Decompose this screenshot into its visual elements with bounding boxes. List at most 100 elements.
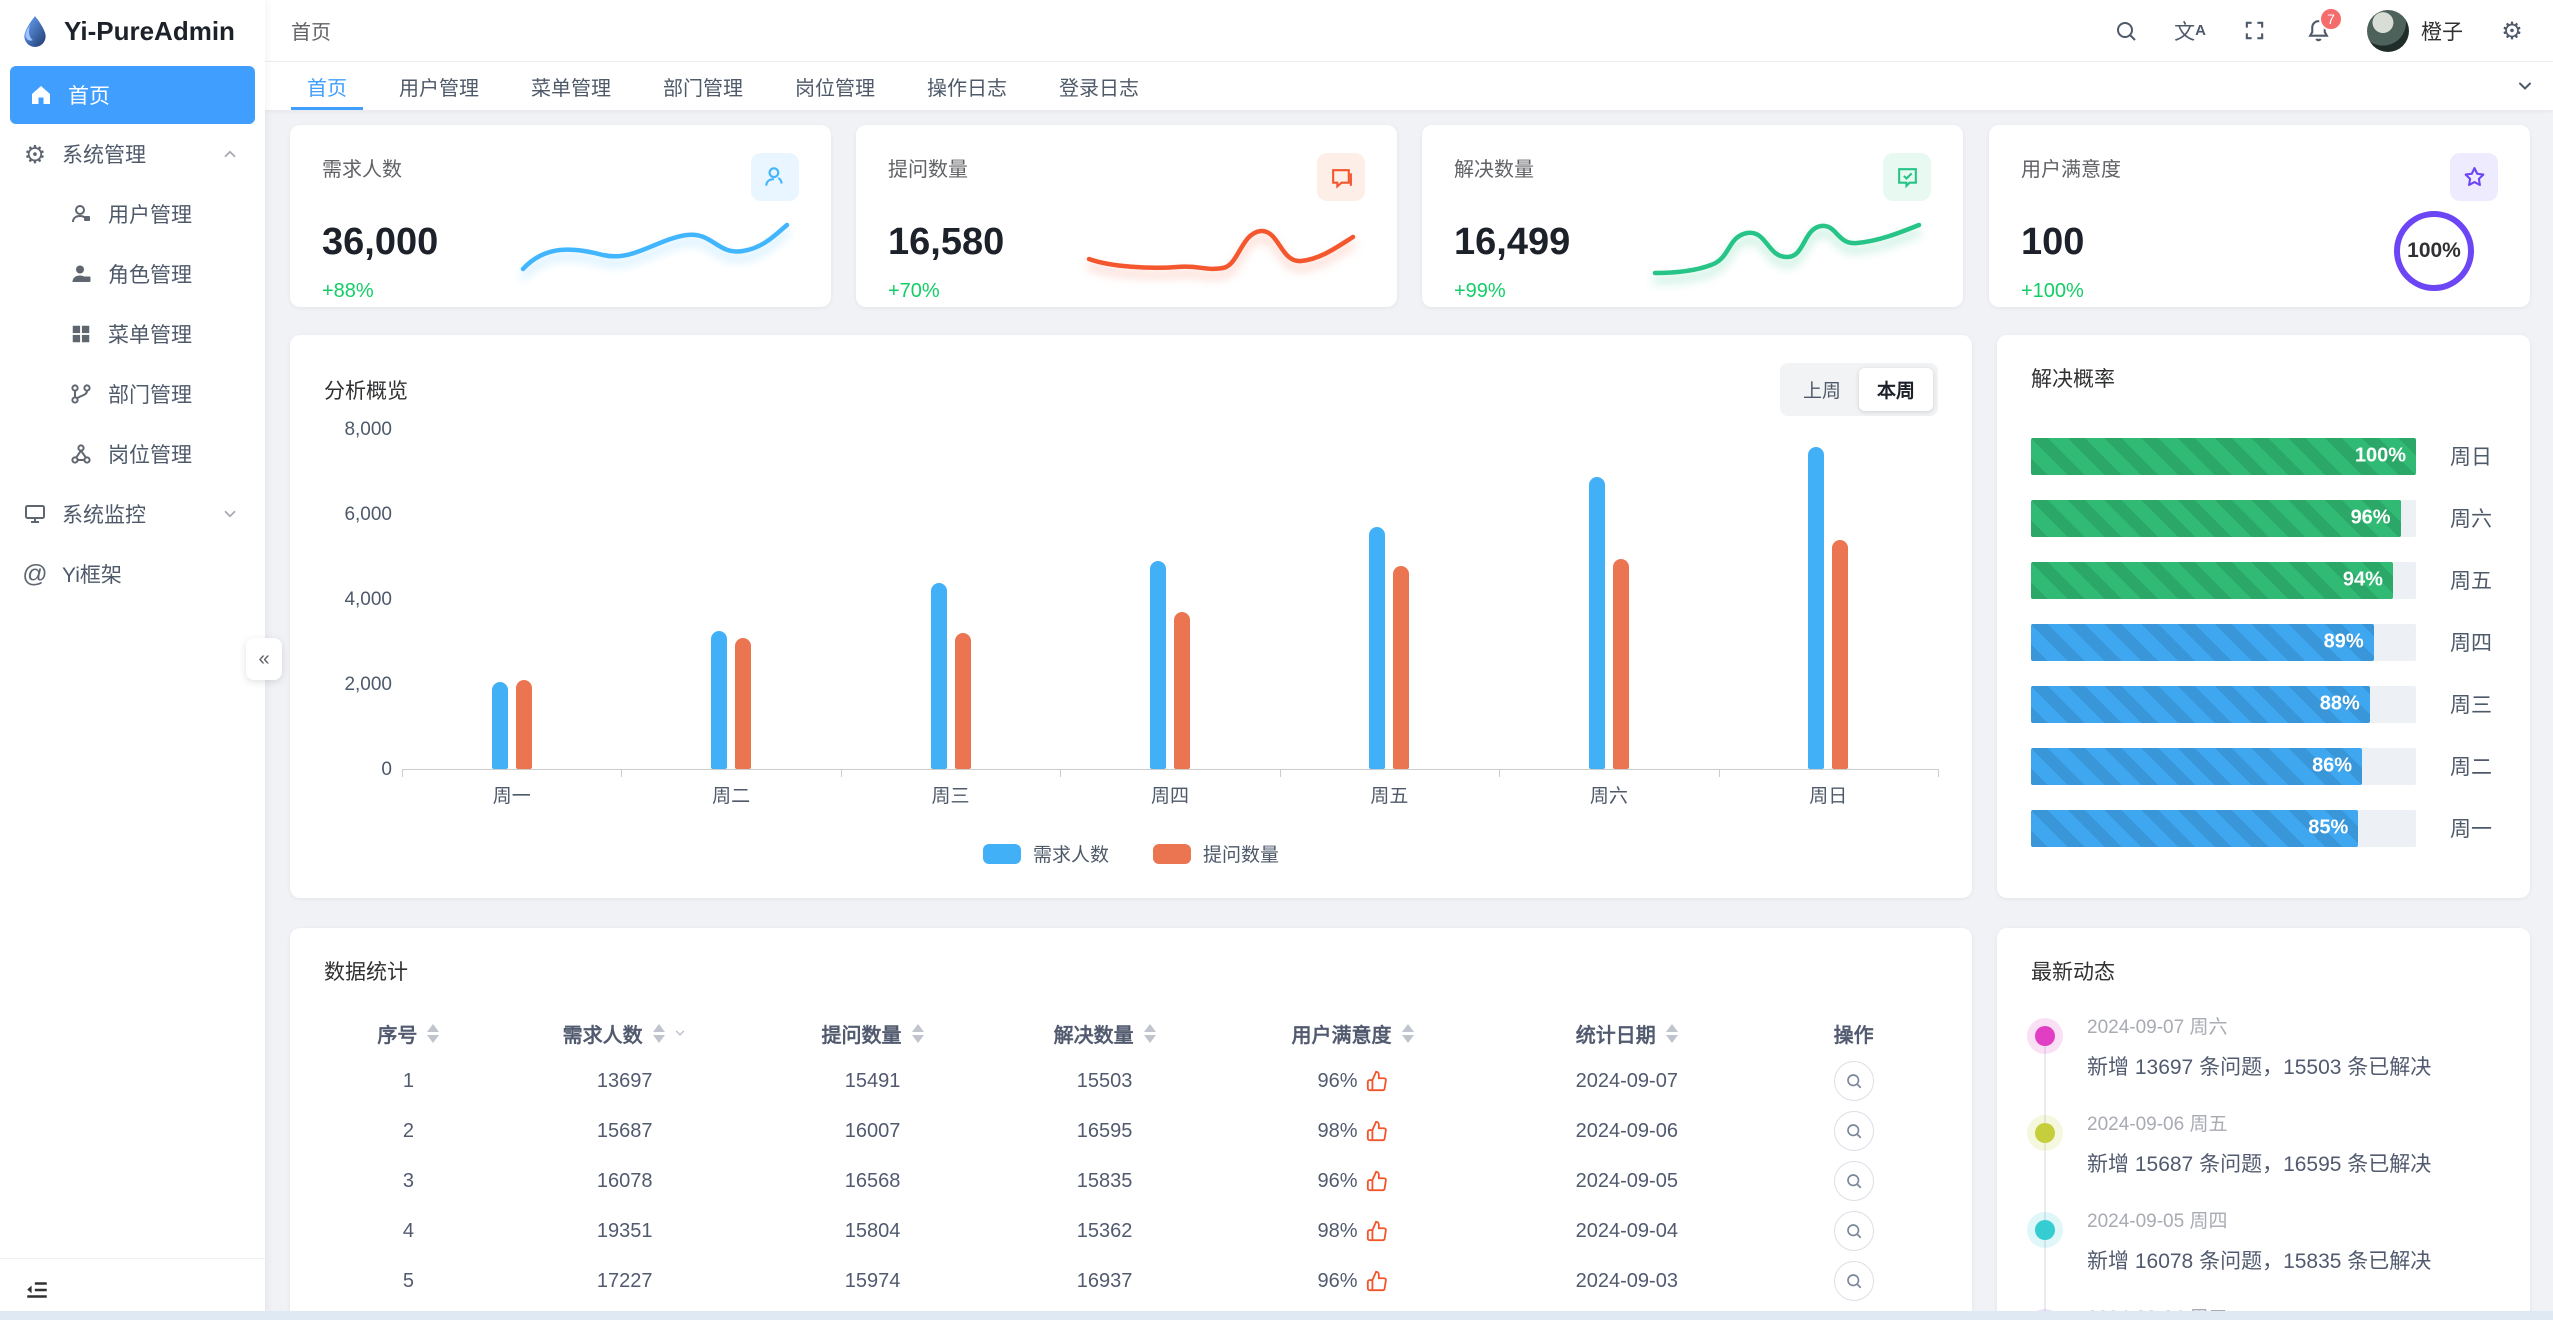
grid-icon [68, 321, 94, 347]
sidebar-collapse-button[interactable]: « [246, 638, 282, 680]
cell-demand: 16078 [596, 1169, 653, 1192]
branch-icon [68, 381, 94, 407]
avatar [2367, 9, 2409, 52]
view-detail-button[interactable] [1833, 1111, 1874, 1151]
stat-card-questions: 提问数量 16,580 +70% [856, 125, 1397, 307]
fullscreen-icon[interactable] [2239, 16, 2269, 46]
tab-岗位管理[interactable]: 岗位管理 [795, 77, 875, 100]
timeline-dot [2035, 1220, 2055, 1240]
horizontal-scrollbar[interactable] [0, 1311, 2553, 1320]
progress-list: 100% 周日 96% 周六 94% 周五 89% 周四 88% 周三 86% 周二 85% 周一 [2031, 425, 2496, 859]
sidebar-item-positions[interactable]: 岗位管理 [10, 424, 255, 484]
gear-icon: ⚙ [23, 139, 47, 169]
bell-icon[interactable]: 7 [2303, 6, 2343, 46]
stat-title: 提问数量 [888, 159, 968, 181]
sparkline-blue [520, 222, 790, 272]
stat-value: 16,580 [888, 221, 1005, 263]
y-axis-tick: 6,000 [344, 504, 392, 525]
timeline-item: 2024-09-05 周四 新增 16078 条问题，15835 条已解决 [2027, 1206, 2496, 1275]
tab-操作日志[interactable]: 操作日志 [927, 77, 1007, 100]
column-header-解决数量[interactable]: 解决数量 [989, 1019, 1221, 1048]
sidebar-item-yi-framework[interactable]: @ Yi框架 [10, 544, 255, 604]
view-detail-button[interactable] [1833, 1261, 1874, 1301]
column-header-需求人数[interactable]: 需求人数 [493, 1019, 757, 1048]
timeline-item: 2024-09-06 周五 新增 15687 条问题，16595 条已解决 [2027, 1109, 2496, 1178]
sidebar-group-system-admin[interactable]: ⚙ 系统管理 [10, 124, 255, 184]
view-detail-button[interactable] [1833, 1161, 1874, 1201]
y-axis-tick: 0 [381, 759, 392, 780]
progress-label: 周四 [2450, 632, 2492, 655]
sidebar-item-roles[interactable]: 角色管理 [10, 244, 255, 304]
x-axis-label: 周五 [1370, 786, 1409, 807]
tab-菜单管理[interactable]: 菜单管理 [531, 77, 611, 100]
table-row: 2 15687 16007 16595 98% 2024-09-06 [324, 1106, 1938, 1156]
progress-row-周三: 88% 周三 [2031, 673, 2496, 735]
cell-date: 2024-09-06 [1575, 1119, 1678, 1142]
timeline-dot [2035, 1026, 2055, 1046]
sidebar-item-departments[interactable]: 部门管理 [10, 364, 255, 424]
monitor-icon [22, 501, 48, 527]
app-logo-row[interactable]: Yi-PureAdmin [0, 0, 265, 62]
sidebar-item-users[interactable]: 用户管理 [10, 184, 255, 244]
cell-index: 5 [402, 1269, 414, 1292]
progress-label: 周五 [2450, 570, 2492, 593]
column-header-序号[interactable]: 序号 [324, 1019, 493, 1048]
progress-percent: 86% [2312, 754, 2353, 777]
cell-demand: 15687 [596, 1119, 653, 1142]
tab-首页[interactable]: 首页 [281, 62, 373, 110]
share-icon [68, 441, 94, 467]
tab-部门管理[interactable]: 部门管理 [663, 77, 743, 100]
tabs-chevron-down-icon[interactable] [2515, 62, 2543, 110]
cell-solved: 16595 [1076, 1119, 1133, 1142]
x-axis-label: 周日 [1809, 786, 1848, 807]
sidebar-item-label: Yi框架 [62, 564, 122, 587]
toggle-last-week[interactable]: 上周 [1802, 381, 1841, 402]
column-header-统计日期[interactable]: 统计日期 [1484, 1019, 1769, 1048]
toggle-this-week[interactable]: 本周 [1858, 368, 1933, 411]
timeline-dot [2035, 1123, 2055, 1143]
sidebar-group-system-monitor[interactable]: 系统监控 [10, 484, 255, 544]
stats-table-card: 数据统计 序号 需求人数 提问数量 解决数量 用户满意度 统计日期 操作 1 13697 1549… [290, 928, 1972, 1320]
home-icon [28, 82, 54, 108]
breadcrumb[interactable]: 首页 [291, 22, 331, 44]
progress-row-周五: 94% 周五 [2031, 549, 2496, 611]
y-axis-tick: 8,000 [344, 419, 392, 440]
chevron-down-icon [217, 501, 243, 527]
user-menu[interactable]: 橙子 [2367, 9, 2463, 52]
view-detail-button[interactable] [1833, 1211, 1874, 1251]
progress-track: 94% [2031, 561, 2416, 599]
timeline-date: 2024-09-05 周四 [2087, 1211, 2228, 1232]
cell-questions: 15974 [844, 1269, 901, 1292]
legend-item-提问数量[interactable]: 提问数量 [1153, 840, 1279, 867]
legend-label: 需求人数 [1032, 845, 1109, 866]
column-header-用户满意度[interactable]: 用户满意度 [1221, 1019, 1485, 1048]
y-axis-tick: 4,000 [344, 589, 392, 610]
tab-bar: 首页 用户管理 菜单管理 部门管理 岗位管理 操作日志 登录日志 [265, 62, 2553, 110]
progress-percent: 94% [2342, 568, 2383, 591]
menu-fold-icon[interactable] [24, 1277, 50, 1303]
progress-fill: 85% [2031, 809, 2359, 847]
legend-item-需求人数[interactable]: 需求人数 [982, 840, 1109, 867]
settings-gear-icon[interactable]: ⚙ [2501, 16, 2523, 45]
search-icon[interactable] [2111, 16, 2141, 46]
tab-用户管理[interactable]: 用户管理 [399, 77, 479, 100]
cell-satisfaction: 96% [1221, 1270, 1485, 1293]
column-header-提问数量[interactable]: 提问数量 [757, 1019, 989, 1048]
sidebar-item-menus[interactable]: 菜单管理 [10, 304, 255, 364]
sidebar-item-home[interactable]: 首页 [10, 66, 255, 124]
progress-track: 86% [2031, 747, 2416, 785]
analysis-title: 分析概览 [324, 379, 408, 403]
progress-label: 周六 [2450, 508, 2492, 531]
view-detail-button[interactable] [1833, 1061, 1874, 1101]
stat-card-solved: 解决数量 16,499 +99% [1422, 125, 1963, 307]
progress-row-周一: 85% 周一 [2031, 797, 2496, 859]
progress-fill: 86% [2031, 747, 2363, 785]
tab-登录日志[interactable]: 登录日志 [1059, 77, 1139, 100]
sidebar-item-label: 首页 [68, 85, 110, 108]
sidebar-group-label: 系统监控 [62, 504, 146, 527]
cell-satisfaction: 98% [1221, 1220, 1485, 1243]
cell-solved: 15362 [1076, 1219, 1133, 1242]
progress-percent: 89% [2323, 630, 2364, 653]
progress-label: 周一 [2450, 818, 2492, 841]
